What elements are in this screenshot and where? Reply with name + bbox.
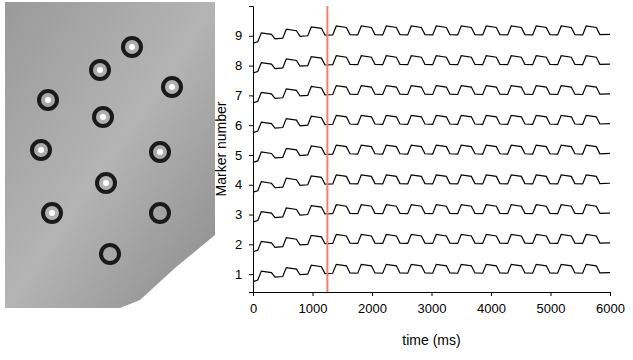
x-tick-label: 2000	[358, 301, 387, 316]
marker-ring	[123, 38, 141, 56]
x-axis-title: time (ms)	[402, 332, 460, 348]
marker-ring	[94, 108, 112, 126]
x-axis-line	[254, 293, 611, 297]
marker-ring	[97, 174, 115, 192]
y-tick-mark	[249, 274, 253, 275]
photo-ground	[5, 2, 215, 308]
marker-ring	[39, 91, 57, 109]
marker-dot	[100, 114, 106, 120]
y-axis-line	[249, 7, 254, 293]
x-tick: 2000	[358, 292, 387, 316]
y-tick-label: 5	[235, 148, 242, 163]
x-tick-mark	[551, 292, 552, 296]
trace	[253, 86, 610, 103]
marker-dot	[129, 44, 135, 50]
y-axis-title: Marker number	[213, 101, 229, 196]
x-tick-mark	[313, 292, 314, 296]
x-tick: 3000	[418, 292, 447, 316]
marker-ring	[151, 143, 169, 161]
y-tick-mark	[249, 125, 253, 126]
trace	[253, 115, 610, 132]
trace	[253, 26, 610, 43]
x-tick: 6000	[596, 292, 625, 316]
y-tick: 5	[235, 148, 253, 163]
figure: 0 1000 2000 3000 4000 5000 6000 1 2 3 4 5 6 7 8 9 time (…	[0, 0, 633, 360]
y-tick: 9	[235, 28, 253, 43]
y-tick-mark	[249, 215, 253, 216]
y-tick-mark	[249, 155, 253, 156]
x-tick-mark	[372, 292, 373, 296]
marker-ring	[163, 78, 181, 96]
marker-ring	[91, 61, 109, 79]
x-tick-mark	[610, 292, 611, 296]
y-tick: 8	[235, 58, 253, 73]
trace	[253, 56, 610, 73]
marker-dot	[38, 147, 44, 153]
x-tick: 1000	[299, 292, 328, 316]
marker-dot	[103, 180, 109, 186]
marker-ring	[151, 204, 169, 222]
trace	[253, 235, 610, 252]
y-tick: 1	[235, 267, 253, 282]
trace	[253, 175, 610, 192]
x-tick: 4000	[477, 292, 506, 316]
x-tick-label: 5000	[537, 301, 566, 316]
marker-dot	[97, 67, 103, 73]
x-tick: 0	[250, 292, 257, 316]
marker-ring	[32, 141, 50, 159]
marker-ring	[43, 204, 61, 222]
marker-dot	[169, 84, 175, 90]
x-tick-label: 6000	[596, 301, 625, 316]
y-tick: 2	[235, 237, 253, 252]
y-axis: 1 2 3 4 5 6 7 8 9	[235, 7, 254, 293]
y-tick-label: 2	[235, 237, 242, 252]
trace	[253, 205, 610, 222]
y-tick-mark	[249, 66, 253, 67]
y-tick-mark	[249, 185, 253, 186]
y-tick-label: 8	[235, 58, 242, 73]
y-tick-label: 4	[235, 177, 242, 192]
y-tick-label: 3	[235, 207, 242, 222]
y-tick: 4	[235, 177, 253, 192]
marker-dot	[157, 149, 163, 155]
x-tick-mark	[491, 292, 492, 296]
trace	[253, 145, 610, 162]
tissue-image	[5, 2, 215, 308]
y-tick: 6	[235, 118, 253, 133]
x-tick-mark	[432, 292, 433, 296]
x-axis: 0 1000 2000 3000 4000 5000 6000	[250, 292, 625, 316]
marker-dot	[49, 210, 55, 216]
x-tick: 5000	[537, 292, 566, 316]
y-tick-mark	[249, 244, 253, 245]
y-tick: 3	[235, 207, 253, 222]
plot-area	[253, 6, 610, 292]
trace	[253, 264, 610, 281]
y-tick-mark	[249, 95, 253, 96]
y-tick-label: 1	[235, 267, 242, 282]
x-tick-label: 4000	[477, 301, 506, 316]
marker-ring	[101, 245, 119, 263]
x-tick-label: 1000	[299, 301, 328, 316]
y-tick-label: 7	[235, 88, 242, 103]
x-tick-label: 0	[250, 301, 257, 316]
y-tick-label: 9	[235, 28, 242, 43]
y-tick: 7	[235, 88, 253, 103]
x-tick-label: 3000	[418, 301, 447, 316]
marker-dot	[45, 97, 51, 103]
photo-panel	[5, 2, 215, 308]
y-tick-mark	[249, 36, 253, 37]
y-tick-label: 6	[235, 118, 242, 133]
time-marker-line	[326, 6, 328, 292]
